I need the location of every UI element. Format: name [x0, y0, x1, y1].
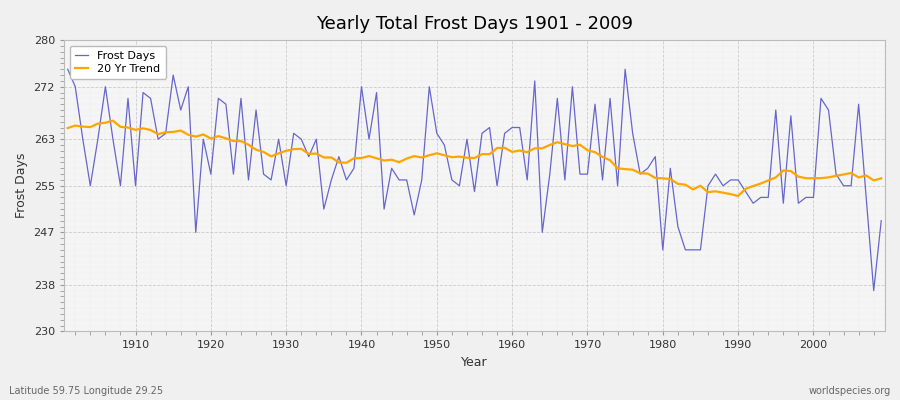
Frost Days [122, 96, 133, 101]
Text: worldspecies.org: worldspecies.org [809, 386, 891, 396]
20 Yr Trend [62, 126, 73, 130]
Frost Days [868, 288, 879, 293]
Text: Latitude 59.75 Longitude 29.25: Latitude 59.75 Longitude 29.25 [9, 386, 163, 396]
Frost Days [288, 131, 299, 136]
Frost Days [597, 178, 608, 182]
Frost Days [507, 125, 517, 130]
Y-axis label: Frost Days: Frost Days [15, 153, 28, 218]
20 Yr Trend [341, 160, 352, 165]
20 Yr Trend [733, 194, 743, 198]
Legend: Frost Days, 20 Yr Trend: Frost Days, 20 Yr Trend [69, 46, 166, 79]
Frost Days [500, 131, 510, 136]
20 Yr Trend [514, 148, 525, 153]
20 Yr Trend [130, 128, 141, 132]
Frost Days [62, 67, 73, 72]
X-axis label: Year: Year [461, 356, 488, 369]
20 Yr Trend [605, 158, 616, 163]
Frost Days [876, 218, 886, 223]
20 Yr Trend [107, 118, 118, 123]
Frost Days [334, 154, 345, 159]
Title: Yearly Total Frost Days 1901 - 2009: Yearly Total Frost Days 1901 - 2009 [316, 15, 633, 33]
Line: 20 Yr Trend: 20 Yr Trend [68, 121, 881, 196]
20 Yr Trend [296, 146, 307, 151]
20 Yr Trend [507, 150, 517, 154]
Line: Frost Days: Frost Days [68, 69, 881, 291]
20 Yr Trend [876, 176, 886, 181]
